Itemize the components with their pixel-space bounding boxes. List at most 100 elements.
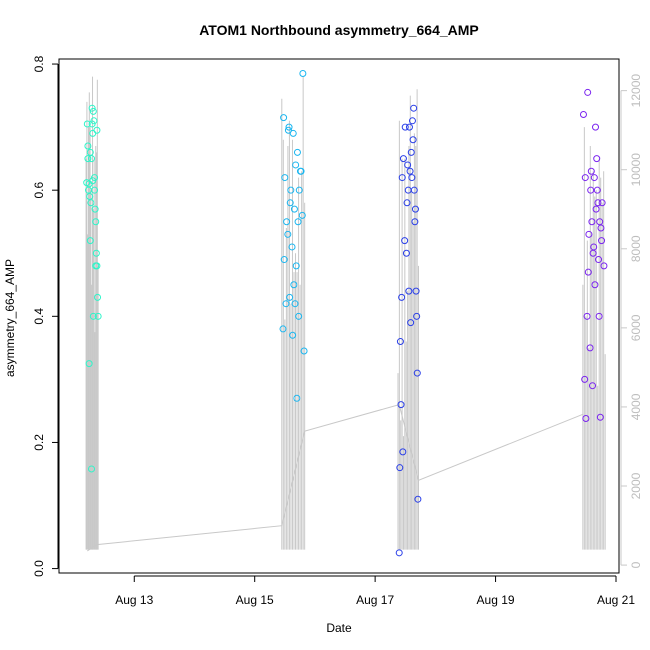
data-point: [395, 549, 403, 557]
data-point: [592, 123, 600, 131]
data-point: [279, 325, 287, 333]
data-point: [412, 287, 420, 295]
data-point: [410, 104, 418, 112]
data-point: [401, 123, 409, 131]
y-tick-label: 0.2: [32, 434, 46, 451]
data-point: [590, 243, 598, 251]
data-point: [289, 331, 297, 339]
data-point: [91, 174, 99, 182]
x-tick-label: Aug 21: [597, 593, 635, 607]
data-point: [94, 312, 102, 320]
data-point: [397, 401, 405, 409]
data-point: [295, 312, 303, 320]
secondary-series-layer: [85, 76, 606, 552]
data-point: [294, 218, 302, 226]
data-point: [90, 117, 98, 125]
data-point: [281, 174, 289, 182]
data-point: [591, 281, 599, 289]
data-point: [86, 237, 94, 245]
data-point: [413, 369, 421, 377]
data-point: [290, 205, 298, 213]
x-tick-label: Aug 19: [477, 593, 515, 607]
y2-tick-label: 8000: [629, 235, 643, 262]
y2-tick-label: 10000: [629, 153, 643, 187]
data-point: [581, 375, 589, 383]
data-point: [94, 293, 102, 301]
data-point: [288, 243, 296, 251]
data-point: [584, 88, 592, 96]
data-point: [88, 465, 96, 473]
data-point: [292, 262, 300, 270]
data-point: [595, 256, 603, 264]
data-point: [91, 205, 99, 213]
data-point: [588, 218, 596, 226]
data-point: [600, 262, 608, 270]
data-point: [404, 161, 412, 169]
data-point: [587, 186, 595, 194]
data-point: [396, 464, 404, 472]
data-point: [408, 174, 416, 182]
data-point: [89, 312, 97, 320]
data-point: [411, 205, 419, 213]
data-point: [583, 312, 591, 320]
data-point: [92, 218, 100, 226]
y-tick-label: 0.4: [32, 308, 46, 325]
x-tick-label: Aug 17: [356, 593, 394, 607]
data-point: [293, 394, 301, 402]
data-point: [289, 129, 297, 137]
y-tick-label: 0.8: [32, 55, 46, 72]
y2-tick-label: 12000: [629, 74, 643, 108]
y-axis-label: asymmetry_664_AMP: [3, 259, 17, 377]
data-point: [596, 218, 604, 226]
data-point: [584, 268, 592, 276]
data-point: [396, 338, 404, 346]
data-point: [582, 414, 590, 422]
data-point: [581, 174, 589, 182]
axes-layer: Aug 13 Aug 15 Aug 17 Aug 19 Aug 21 0.0 0.2 0.4 0…: [32, 55, 643, 607]
x-axis-label: Date: [326, 621, 352, 635]
data-point: [409, 136, 417, 144]
data-point: [280, 114, 288, 122]
data-point: [84, 155, 92, 163]
data-point: [292, 161, 300, 169]
y2-tick-label: 2000: [629, 472, 643, 499]
data-point: [284, 230, 292, 238]
data-point: [86, 192, 94, 200]
data-point: [295, 186, 303, 194]
data-point: [407, 148, 415, 156]
data-point: [413, 312, 421, 320]
data-point: [280, 256, 288, 264]
data-point: [594, 199, 602, 207]
data-point: [402, 249, 410, 257]
data-point: [408, 117, 416, 125]
data-point: [298, 211, 306, 219]
data-point: [291, 300, 299, 308]
data-point: [93, 126, 101, 134]
data-point: [399, 155, 407, 163]
data-point: [596, 413, 604, 421]
data-point: [92, 262, 100, 270]
x-tick-label: Aug 13: [115, 593, 153, 607]
y-tick-label: 0.6: [32, 182, 46, 199]
x-tick-label: Aug 15: [236, 593, 274, 607]
data-point: [290, 281, 298, 289]
data-point: [405, 123, 413, 131]
data-point: [91, 186, 99, 194]
data-point: [595, 312, 603, 320]
y2-tick-label: 4000: [629, 393, 643, 420]
data-point: [579, 110, 587, 118]
data-point: [405, 287, 413, 295]
data-point: [406, 167, 414, 175]
data-point: [403, 199, 411, 207]
data-point: [585, 230, 593, 238]
data-point: [293, 148, 301, 156]
plot-frame: [58, 58, 620, 574]
data-point: [85, 360, 93, 368]
data-point: [296, 167, 304, 175]
data-point: [83, 120, 91, 128]
data-point: [84, 142, 92, 150]
data-point: [287, 186, 295, 194]
data-point: [88, 104, 96, 112]
